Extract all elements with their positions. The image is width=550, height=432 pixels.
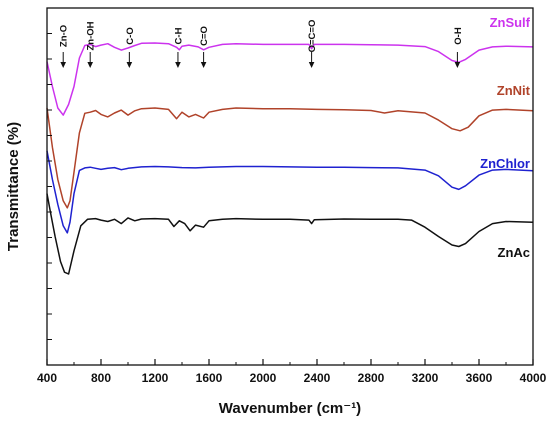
series-label-znnit: ZnNit	[497, 83, 531, 98]
series-label-znac: ZnAc	[498, 245, 531, 260]
band-annotation: C=O	[199, 26, 210, 68]
x-tick-label: 800	[91, 371, 111, 385]
x-tick-label: 2000	[250, 371, 277, 385]
band-annotation: C-H	[173, 27, 184, 68]
y-ticks	[47, 33, 52, 340]
x-tick-label: 400	[37, 371, 57, 385]
x-axis-title: Wavenumber (cm⁻¹)	[219, 400, 361, 417]
x-tick-label: 4000	[520, 371, 547, 385]
band-annotation: Zn-OH	[86, 21, 97, 68]
y-axis-title: Transmittance (%)	[5, 122, 22, 251]
band-annotation: Zn-O	[59, 25, 70, 68]
x-tick-label: 2800	[358, 371, 385, 385]
x-tick-label: 3600	[466, 371, 493, 385]
band-arrow-head	[200, 62, 207, 68]
band-label: C=O	[199, 26, 210, 46]
x-ticks: 400 800 1200 1600 2000 2400 2800 3200 3600 4000	[37, 359, 547, 385]
annotation-layer: Zn-O Zn-OH C-O C-H C=O O=C=O O-H	[59, 20, 464, 68]
series-line-znac	[46, 193, 534, 275]
band-annotation: O-H	[453, 27, 464, 68]
band-label: O=C=O	[307, 20, 318, 53]
band-label: O-H	[453, 27, 464, 45]
x-tick-label: 2400	[304, 371, 331, 385]
x-tick-label: 1600	[196, 371, 223, 385]
series-line-znchlor	[46, 150, 534, 234]
series-line-znnit	[46, 107, 534, 209]
band-arrow-head	[126, 62, 133, 68]
band-label: Zn-O	[59, 25, 70, 47]
band-label: C-H	[173, 27, 184, 44]
series-name-layer: ZnSulf ZnNit ZnChlor ZnAc	[480, 15, 530, 260]
series-layer	[46, 42, 534, 275]
series-label-znchlor: ZnChlor	[480, 156, 530, 171]
series-label-znsulf: ZnSulf	[490, 15, 531, 30]
series-line-znsulf	[46, 42, 534, 116]
band-arrow-head	[454, 62, 461, 68]
x-tick-label: 1200	[142, 371, 169, 385]
band-arrow-head	[87, 62, 93, 68]
band-annotation: C-O	[125, 27, 136, 68]
x-tick-label: 3200	[412, 371, 439, 385]
band-label: C-O	[125, 27, 136, 44]
band-arrow-head	[308, 62, 315, 68]
band-label: Zn-OH	[86, 21, 97, 50]
band-arrow-head	[175, 62, 181, 68]
band-arrow-head	[60, 62, 66, 68]
band-annotation: O=C=O	[307, 20, 318, 68]
